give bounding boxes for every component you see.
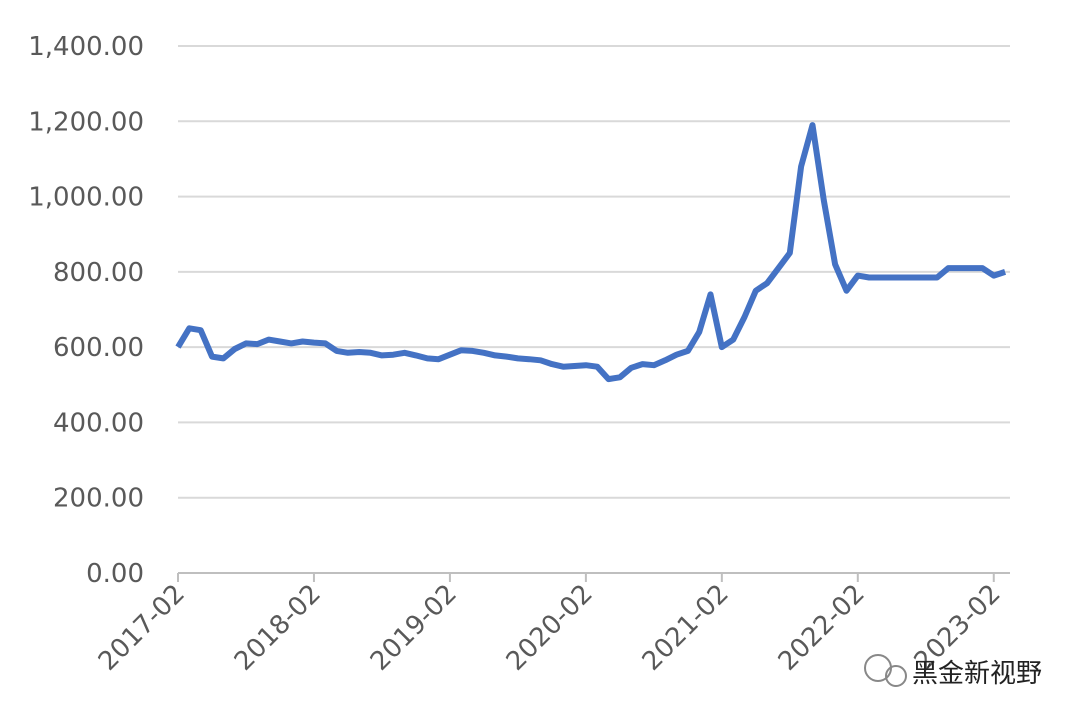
x-tick-label: 2017-02 <box>93 579 191 677</box>
x-tick-label: 2019-02 <box>365 579 463 677</box>
watermark: 黑金新视野 <box>864 654 1042 689</box>
y-tick-label: 400.00 <box>53 408 144 438</box>
watermark-icon <box>864 654 892 682</box>
watermark-text: 黑金新视野 <box>912 659 1042 689</box>
y-tick-label: 800.00 <box>53 258 144 288</box>
watermark-icon <box>885 665 907 687</box>
y-tick-label: 1,000.00 <box>28 183 144 213</box>
y-tick-label: 1,200.00 <box>28 107 144 137</box>
x-tick-label: 2018-02 <box>229 579 327 677</box>
x-tick-label: 2022-02 <box>773 579 871 677</box>
y-tick-label: 0.00 <box>86 559 144 589</box>
x-tick-label: 2020-02 <box>501 579 599 677</box>
y-tick-label: 1,400.00 <box>28 32 144 62</box>
line-series <box>175 122 1007 383</box>
y-tick-label: 600.00 <box>53 333 144 363</box>
x-tick-label: 2021-02 <box>637 579 735 677</box>
y-tick-label: 200.00 <box>53 484 144 514</box>
